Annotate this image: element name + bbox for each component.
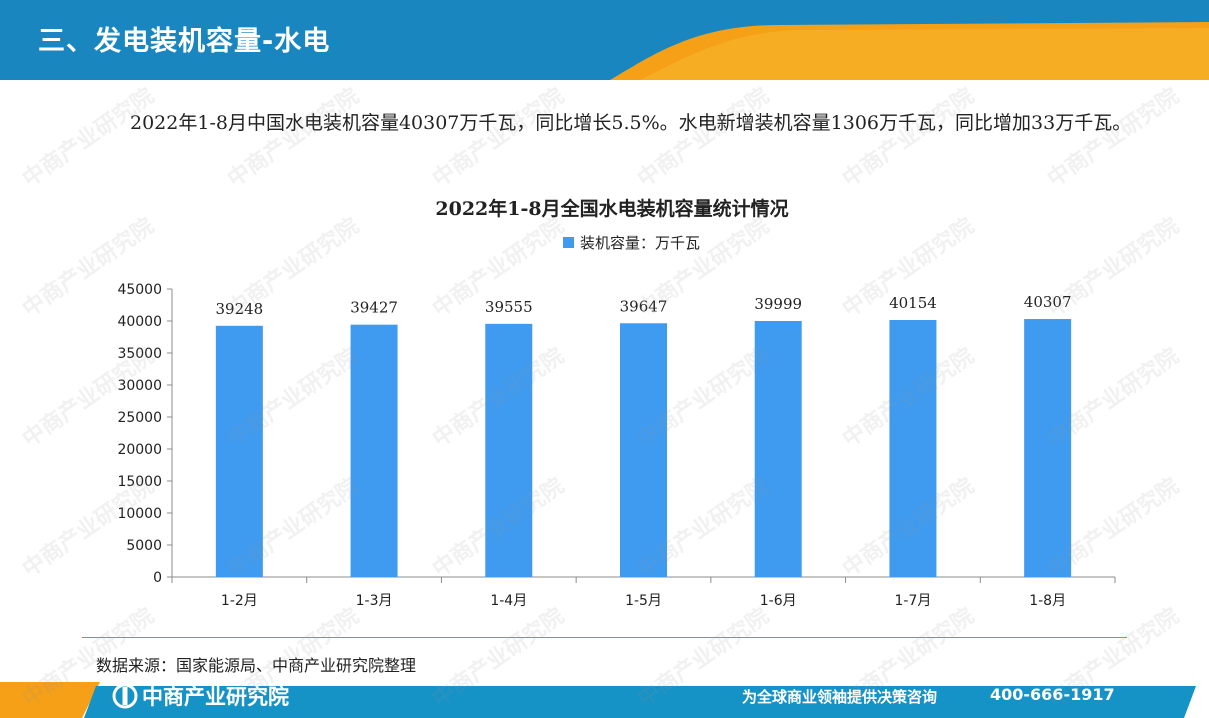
y-tick-label: 30000 [117,378,162,394]
footer-bar [0,680,1209,718]
y-tick-label: 25000 [117,410,162,426]
chart-title: 2022年1-8月全国水电装机容量统计情况 [435,197,788,220]
bar [350,324,398,577]
data-label: 39248 [215,300,263,318]
data-label: 39647 [620,297,668,315]
bar [889,320,937,577]
y-tick-label: 10000 [117,506,162,522]
x-tick-label: 1-7月 [894,593,931,609]
company-logo: 中商产业研究院 [112,683,289,709]
divider-line [82,637,1127,638]
y-tick-label: 15000 [117,474,162,490]
legend-label: 装机容量：万千瓦 [580,234,700,252]
data-label: 39427 [350,299,398,317]
data-label: 40154 [889,294,937,312]
y-tick-label: 20000 [117,442,162,458]
y-tick-label: 0 [153,570,162,586]
intro-paragraph: 2022年1-8月中国水电装机容量40307万千瓦，同比增长5.5%。水电新增装… [130,112,1132,134]
y-tick-label: 40000 [117,314,162,330]
header-banner: 三、发电装机容量-水电 [0,0,1209,80]
x-tick-label: 1-8月 [1029,593,1066,609]
footer-phone: 400-666-1917 [990,685,1115,704]
footer-background [0,682,1196,718]
data-label: 40307 [1024,293,1072,311]
x-tick-label: 1-2月 [221,593,258,609]
data-label: 39999 [754,295,802,313]
y-tick-label: 35000 [117,346,162,362]
bar [1024,319,1072,577]
x-tick-label: 1-4月 [490,593,527,609]
footer-slogan: 为全球商业领袖提供决策咨询 [742,688,938,706]
bar [620,323,667,577]
logo-text: 中商产业研究院 [142,685,289,709]
header-background [0,0,1209,80]
bar [485,323,533,577]
x-tick-label: 1-3月 [356,593,393,609]
x-tick-label: 1-6月 [760,593,797,609]
x-tick-label: 1-5月 [625,593,662,609]
logo-icon [112,683,138,709]
data-source-note: 数据来源：国家能源局、中商产业研究院整理 [96,656,417,675]
data-label: 39555 [485,298,533,316]
y-tick-label: 45000 [117,282,162,298]
legend-swatch [563,237,574,248]
y-tick-label: 5000 [126,538,162,554]
bar [215,325,263,577]
page-title: 三、发电装机容量-水电 [38,26,331,57]
bar [754,321,802,577]
